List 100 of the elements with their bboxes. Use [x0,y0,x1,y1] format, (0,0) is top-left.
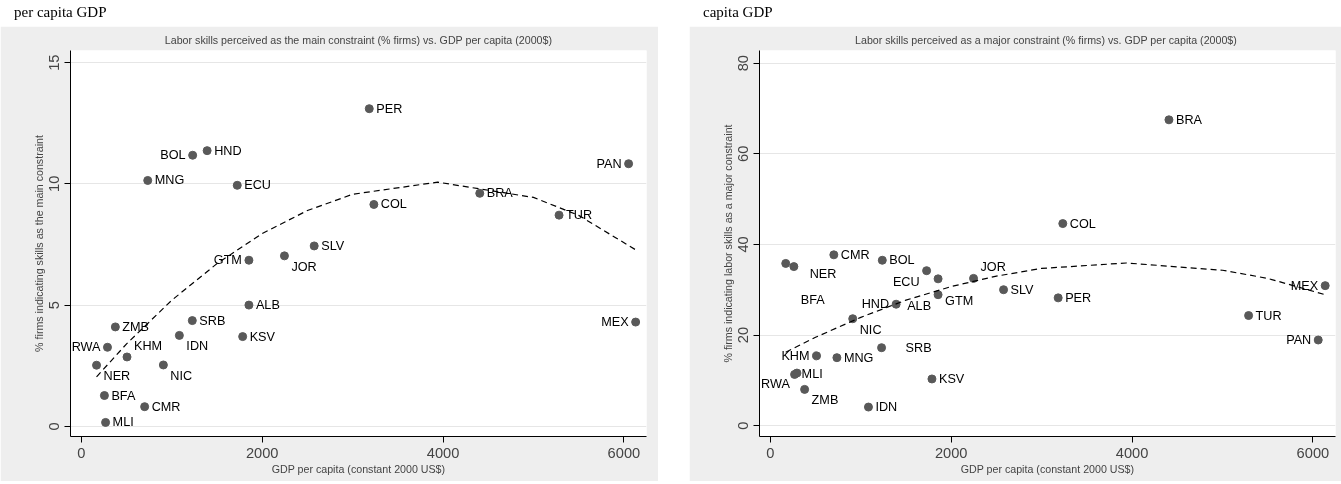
line-series [785,262,1326,353]
y-tick-label: 10 [46,175,63,193]
annotation: ZMB [811,393,839,408]
annotation: CMR [151,399,181,414]
point [232,180,242,190]
annotation: SLV [321,238,345,253]
x-tick-label: 4000 [426,444,460,461]
x-axis-title: GDP per capita (constant 2000 US$) [271,462,446,475]
annotation: SRB [905,340,932,355]
annotation: HND [861,297,890,312]
annotation: MEX [601,315,630,330]
point [1320,281,1330,291]
point [202,146,212,156]
annotation: PER [1065,290,1092,305]
annotation: NIC [859,322,882,337]
annotation: MLI [112,415,134,430]
annotation: RWA [761,377,791,392]
annotation: RWA [71,340,102,355]
point [877,343,887,353]
chart-title: Labor skills perceived as a major constraint (% firms) vs. GDP per capita (2000$) [855,33,1237,46]
annotation: TUR [566,208,593,223]
point [933,290,943,300]
annotation: MEX [1290,278,1319,293]
y-tick-label: 20 [735,326,752,344]
annotation: PAN [1286,333,1312,347]
x-tick-label: 2000 [245,444,279,461]
point [188,150,198,160]
annotation: ECU [244,178,271,193]
annotation: BFA [111,388,136,403]
x-tick-label: 2000 [934,444,968,461]
point [102,342,112,352]
annotation: SLV [1010,282,1035,297]
point [364,104,374,114]
point [1164,115,1174,125]
annotation: KSV [249,329,276,344]
point [475,188,485,198]
point [631,317,641,327]
y-tick-label: 40 [735,236,752,253]
point [781,258,791,268]
annotation: KHM [781,348,810,363]
y-tick-label: 15 [46,54,63,71]
text: capita GDP [703,4,773,20]
point [101,417,111,427]
x-tick-label: 0 [766,444,775,461]
annotation: MLI [801,367,823,382]
annotation: PER [376,101,403,116]
point [309,241,319,251]
text: per capita GDP [14,4,107,20]
annotation: JOR [291,259,317,274]
annotation: HND [214,143,242,158]
annotation: ZMB [122,319,150,334]
point [1053,293,1063,303]
annotation: COL [1069,216,1096,231]
point [92,360,102,370]
annotation: ECU [892,274,920,289]
annotation: SRB [199,313,226,328]
annotation: IDN [875,400,898,415]
annotation: KSV [938,371,965,386]
point [140,402,150,412]
y-tick-label: 0 [46,422,63,431]
x-tick-label: 4000 [1115,444,1149,461]
annotation: COL [380,197,407,212]
x-tick-label: 0 [77,444,86,461]
annotation: ALB [255,298,280,313]
y-tick-label: 5 [46,301,63,310]
point [800,384,810,394]
point [863,402,873,412]
point [624,159,634,169]
point [832,353,842,363]
point [279,251,289,261]
point [1058,219,1068,229]
point [244,300,254,310]
point [122,352,132,362]
y-tick-label: 0 [735,421,752,430]
point [244,255,254,265]
annotation: MNG [843,350,874,365]
y-tick-label: 80 [735,55,752,72]
annotation: NER [103,369,131,384]
point [369,199,379,209]
y-axis-title: % firms indicating skills as the main constraint [32,135,45,352]
annotation: GTM [945,293,974,308]
x-tick-label: 6000 [607,444,641,461]
x-axis-title: GDP per capita (constant 2000 US$) [960,462,1135,475]
point [789,262,799,272]
y-axis-title: % firms indicating labor skills as a major constraint [721,124,734,363]
annotation: BOL [160,148,186,163]
point [99,391,109,401]
point [829,250,839,260]
annotation: NER [809,267,837,282]
point [812,351,822,361]
annotation: BOL [889,253,915,268]
annotation: KHM [134,338,163,353]
annotation: PAN [596,156,622,171]
point [174,330,184,340]
point [999,285,1009,295]
y-tick-label: 60 [735,145,752,162]
point [1313,335,1323,345]
point [554,210,564,220]
point [143,175,153,185]
point [158,360,168,370]
